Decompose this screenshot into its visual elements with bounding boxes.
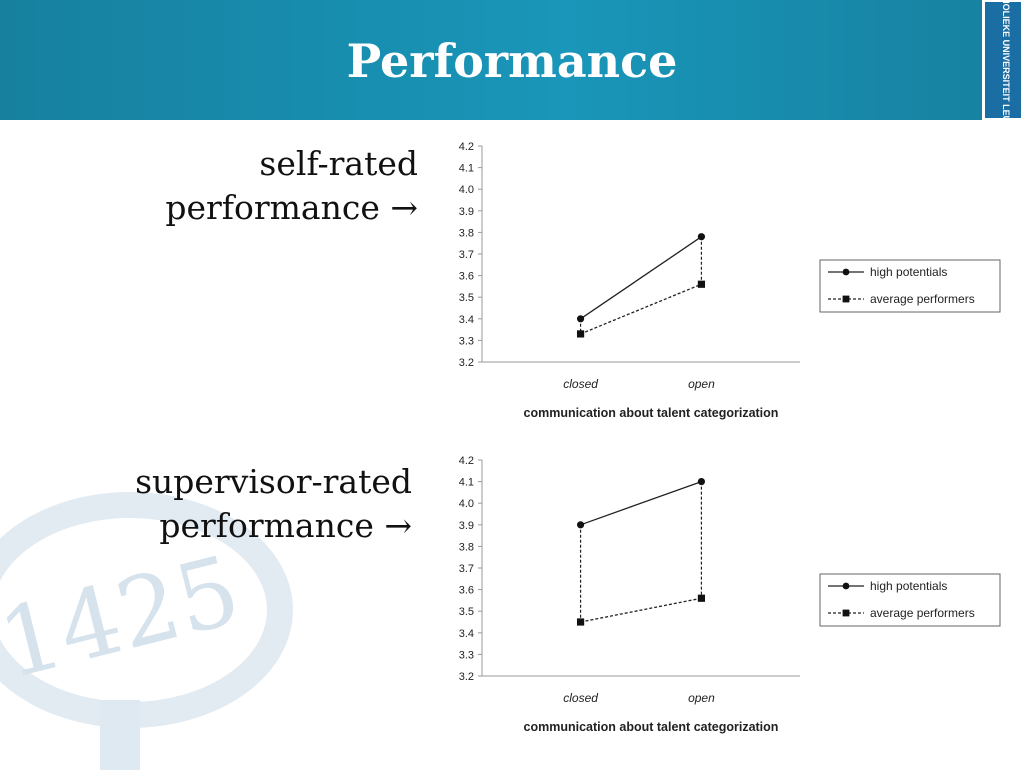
data-point-average-performers bbox=[697, 280, 706, 288]
y-tick-label: 3.8 bbox=[459, 227, 474, 239]
y-tick-label: 4.1 bbox=[459, 477, 474, 489]
legend bbox=[819, 573, 1001, 627]
x-category-label: open bbox=[688, 691, 715, 705]
y-tick-label: 3.9 bbox=[459, 206, 474, 218]
legend-entry: average performers bbox=[870, 292, 975, 306]
legend-entry: high potentials bbox=[870, 579, 947, 593]
legend-entry: average performers bbox=[870, 606, 975, 620]
logo-text: KATHOLIEKE UNIVERSITEIT LEUVEN bbox=[1001, 0, 1011, 120]
y-tick-label: 3.5 bbox=[459, 606, 474, 618]
slide-title: Performance bbox=[346, 34, 678, 88]
y-tick-label: 3.8 bbox=[459, 541, 474, 553]
y-tick-label: 4.2 bbox=[459, 455, 474, 467]
data-point-high-potentials bbox=[576, 521, 585, 529]
y-tick-label: 3.2 bbox=[459, 671, 474, 683]
y-tick-label: 3.5 bbox=[459, 292, 474, 304]
y-tick-label: 3.3 bbox=[459, 649, 474, 661]
x-axis-label: communication about talent categorizatio… bbox=[524, 406, 779, 420]
data-point-average-performers bbox=[697, 594, 706, 602]
self-rated-chart: 3.2 3.3 3.4 3.5 3.6 3.7 3.8 3.9 4.0 4.1 4.2 closed o… bbox=[459, 141, 1001, 420]
legend-marker bbox=[842, 609, 850, 617]
data-point-average-performers bbox=[576, 330, 585, 338]
y-tick-label: 3.4 bbox=[459, 628, 474, 640]
supervisor-rated-label: supervisor-rated performance → bbox=[135, 462, 412, 545]
series-line-average-performers bbox=[580, 283, 702, 335]
series-line-high-potentials bbox=[580, 480, 702, 526]
legend bbox=[819, 259, 1001, 313]
y-tick-label: 4.2 bbox=[459, 141, 474, 153]
legend-marker bbox=[842, 295, 850, 303]
y-tick-label: 3.3 bbox=[459, 335, 474, 347]
y-tick-label: 3.7 bbox=[459, 249, 474, 261]
data-point-average-performers bbox=[576, 618, 585, 626]
data-point-high-potentials bbox=[576, 315, 585, 323]
x-category-label: closed bbox=[563, 691, 598, 705]
watermark-text: 1425 bbox=[0, 535, 250, 700]
x-category-label: closed bbox=[563, 377, 598, 391]
y-tick-label: 3.4 bbox=[459, 314, 474, 326]
y-tick-label: 4.0 bbox=[459, 498, 474, 510]
data-point-high-potentials bbox=[697, 478, 706, 486]
series-line-high-potentials bbox=[580, 236, 702, 320]
legend-marker bbox=[842, 582, 850, 590]
y-tick-label: 3.6 bbox=[459, 585, 474, 597]
x-axis-label: communication about talent categorizatio… bbox=[524, 720, 779, 734]
x-category-label: open bbox=[688, 377, 715, 391]
slide-header: Performance KATHOLIEKE UNIVERSITEIT LEUV… bbox=[0, 0, 1024, 120]
series-line-average-performers bbox=[580, 597, 702, 623]
legend-marker bbox=[842, 268, 850, 276]
y-tick-label: 4.0 bbox=[459, 184, 474, 196]
legend-entry: high potentials bbox=[870, 265, 947, 279]
data-point-high-potentials bbox=[697, 233, 706, 241]
supervisor-rated-chart: 3.2 3.3 3.4 3.5 3.6 3.7 3.8 3.9 4.0 4.1 4.2 closed o… bbox=[459, 455, 1001, 734]
y-tick-label: 3.7 bbox=[459, 563, 474, 575]
y-tick-label: 3.6 bbox=[459, 271, 474, 283]
y-tick-label: 3.9 bbox=[459, 520, 474, 532]
watermark-key-image: 1425 bbox=[0, 492, 293, 770]
y-tick-label: 4.1 bbox=[459, 163, 474, 175]
self-rated-label: self-rated performance → bbox=[165, 144, 418, 227]
y-tick-label: 3.2 bbox=[459, 357, 474, 369]
university-logo: KATHOLIEKE UNIVERSITEIT LEUVEN bbox=[982, 0, 1024, 120]
